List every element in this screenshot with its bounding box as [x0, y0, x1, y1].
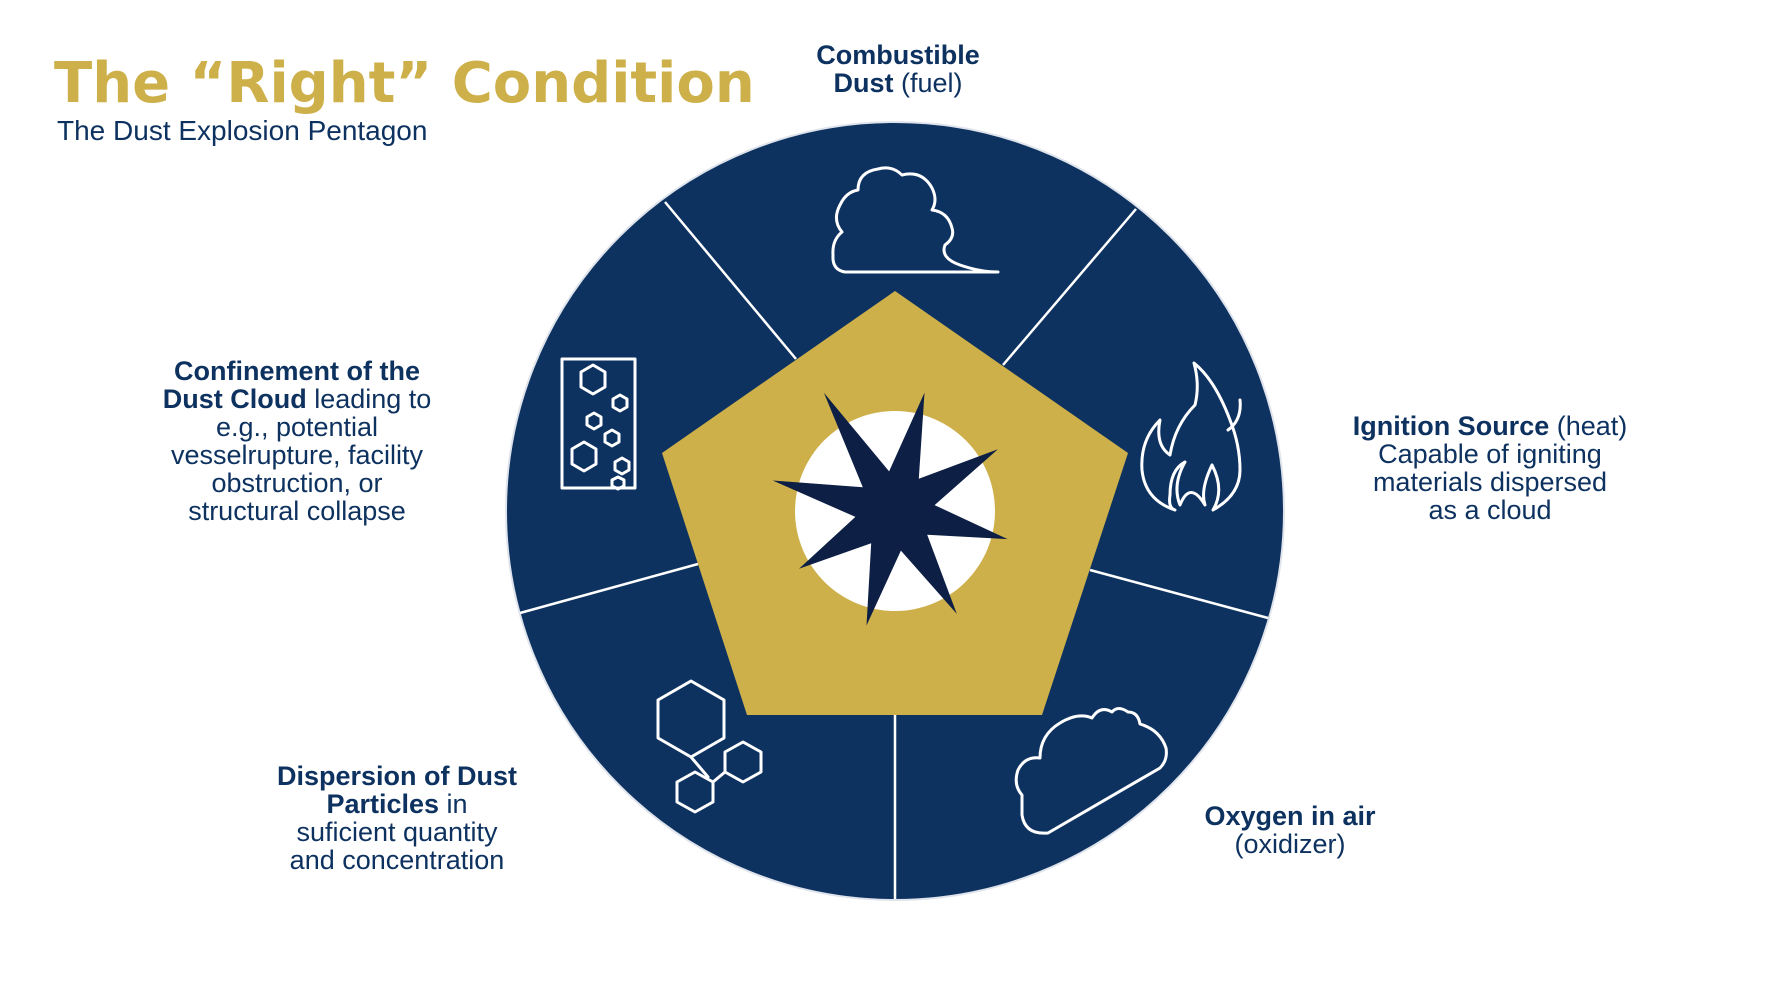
label-ignition-source: Ignition Source (heat) Capable of igniti…: [1353, 411, 1628, 525]
svg-text:Dust Cloud leading to: Dust Cloud leading to: [163, 384, 432, 414]
label-confinement: Confinement of the Dust Cloud leading to…: [163, 356, 432, 526]
svg-text:Ignition Source (heat): Ignition Source (heat): [1353, 411, 1628, 441]
explosion-star-icon: [772, 392, 1008, 626]
label-dispersion: Dispersion of Dust Particles in suficien…: [277, 761, 517, 875]
svg-text:and concentration: and concentration: [290, 845, 505, 875]
svg-text:Combustible: Combustible: [816, 40, 980, 70]
divider: [1089, 568, 1269, 620]
svg-text:materials dispersed: materials dispersed: [1373, 467, 1607, 497]
svg-text:obstruction, or: obstruction, or: [211, 468, 382, 498]
svg-text:Particles in: Particles in: [326, 789, 467, 819]
svg-text:suficient quantity: suficient quantity: [296, 817, 498, 847]
label-combustible-dust: Combustible Dust (fuel): [816, 40, 980, 98]
confined-particles-icon: [560, 357, 637, 491]
divider: [1002, 208, 1137, 366]
svg-text:as a cloud: as a cloud: [1428, 495, 1551, 525]
divider: [664, 201, 797, 360]
page-subtitle: The Dust Explosion Pentagon: [57, 115, 427, 146]
svg-text:Capable of igniting: Capable of igniting: [1378, 439, 1602, 469]
svg-text:vesselrupture, facility: vesselrupture, facility: [171, 440, 424, 470]
dust-cloud-icon: [831, 166, 1000, 274]
svg-text:Dust (fuel): Dust (fuel): [833, 68, 962, 98]
svg-text:Oxygen in air: Oxygen in air: [1204, 801, 1376, 831]
svg-text:Dispersion of Dust: Dispersion of Dust: [277, 761, 517, 791]
hexagons-icon: [656, 679, 763, 814]
page-title: The “Right” Condition: [54, 51, 755, 116]
svg-text:structural collapse: structural collapse: [188, 496, 406, 526]
divider: [519, 562, 699, 615]
cloud-icon: [1014, 707, 1168, 835]
svg-text:e.g., potential: e.g., potential: [216, 412, 378, 442]
flame-icon: [1140, 361, 1242, 512]
label-oxygen: Oxygen in air (oxidizer): [1204, 801, 1376, 859]
svg-text:Confinement of the: Confinement of the: [174, 356, 420, 386]
svg-text:(oxidizer): (oxidizer): [1234, 829, 1345, 859]
segment-dividers: [519, 201, 1269, 899]
